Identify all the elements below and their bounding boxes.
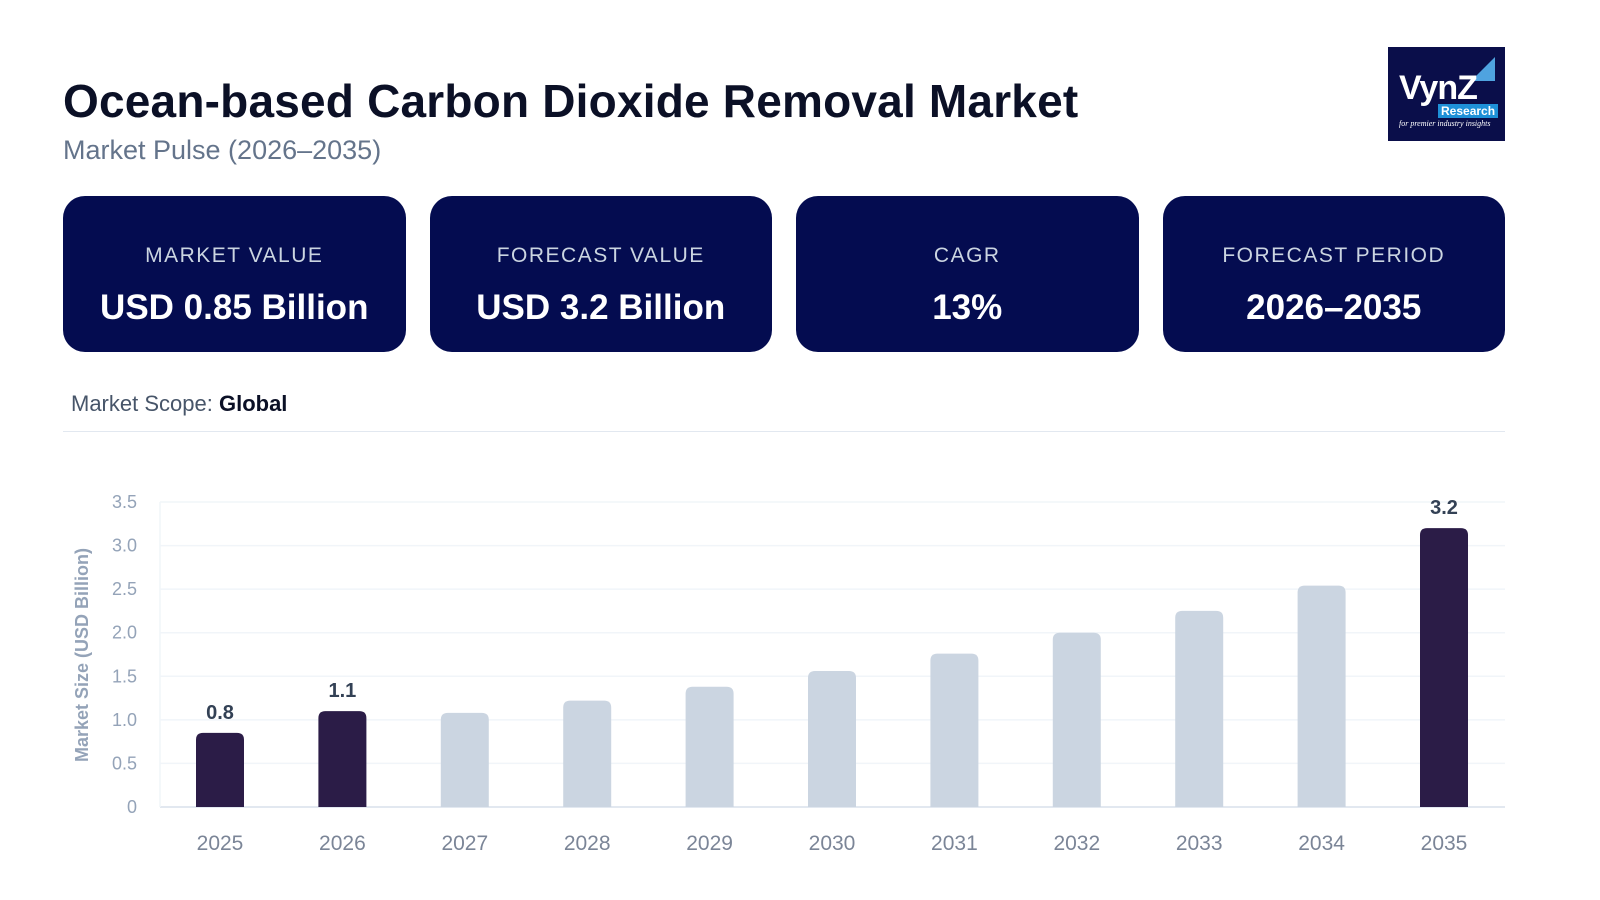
bar-2032 bbox=[1052, 632, 1101, 807]
logo-badge: Research bbox=[1438, 104, 1499, 118]
logo-mark-icon bbox=[1471, 57, 1495, 81]
bar-2029 bbox=[685, 686, 734, 807]
bar-2033 bbox=[1175, 610, 1224, 807]
bar-chart: 0 0.5 1.0 1.5 2.0 2.5 3.0 3.5 0.8 2025 1.1 2026 202… bbox=[72, 492, 1505, 855]
y-tick-label: 1.5 bbox=[112, 666, 137, 686]
y-tick-label: 3.0 bbox=[112, 536, 137, 556]
card-cagr: CAGR 13% bbox=[796, 196, 1139, 352]
market-scope-label: Market Scope: bbox=[71, 391, 213, 416]
card-value: USD 0.85 Billion bbox=[100, 288, 369, 327]
card-forecast-value: FORECAST VALUE USD 3.2 Billion bbox=[429, 196, 772, 352]
page-title: Ocean-based Carbon Dioxide Removal Marke… bbox=[63, 75, 1079, 127]
x-tick-label: 2034 bbox=[1298, 832, 1345, 855]
card-label: CAGR bbox=[933, 244, 1001, 267]
bar-2027 bbox=[440, 712, 489, 807]
x-tick-label: 2027 bbox=[441, 832, 488, 855]
card-value: 2026–2035 bbox=[1246, 288, 1422, 327]
y-tick-label: 2.5 bbox=[112, 579, 137, 599]
card-label: FORECAST VALUE bbox=[496, 244, 705, 267]
x-tick-label: 2035 bbox=[1421, 832, 1468, 855]
data-label: 1.1 bbox=[328, 680, 356, 702]
bar-2030 bbox=[808, 671, 856, 807]
page-subtitle: Market Pulse (2026–2035) bbox=[63, 135, 382, 165]
x-tick-label: 2031 bbox=[931, 832, 978, 855]
market-scope: Market Scope: Global bbox=[71, 391, 287, 417]
card-label: MARKET VALUE bbox=[145, 244, 324, 267]
x-tick-label: 2033 bbox=[1176, 832, 1223, 855]
bar-2034 bbox=[1297, 585, 1346, 807]
bar-2028 bbox=[563, 700, 612, 807]
bar-2031 bbox=[930, 653, 979, 807]
y-tick-label: 2.0 bbox=[112, 623, 137, 643]
data-label: 0.8 bbox=[206, 702, 234, 724]
bar-2026 bbox=[318, 711, 367, 807]
kpi-cards: MARKET VALUE USD 0.85 Billion FORECAST V… bbox=[63, 196, 1505, 352]
y-axis-label: Market Size (USD Billion) bbox=[72, 548, 92, 762]
x-tick-label: 2030 bbox=[809, 832, 856, 855]
x-tick-label: 2028 bbox=[564, 832, 611, 855]
logo-text: VynZ bbox=[1399, 69, 1478, 107]
card-forecast-period: FORECAST PERIOD 2026–2035 bbox=[1162, 196, 1505, 352]
bar-2035 bbox=[1420, 528, 1468, 807]
x-tick-label: 2032 bbox=[1053, 832, 1100, 855]
market-scope-value: Global bbox=[218, 391, 288, 416]
bar-2025 bbox=[196, 732, 244, 807]
x-tick-label: 2025 bbox=[197, 832, 244, 855]
x-tick-label: 2029 bbox=[686, 832, 733, 855]
data-label: 3.2 bbox=[1430, 497, 1458, 519]
y-tick-label: 0.5 bbox=[112, 753, 137, 773]
card-value: 13% bbox=[932, 288, 1003, 327]
y-tick-label: 1.0 bbox=[112, 710, 137, 730]
logo-tagline: for premier industry insights bbox=[1399, 119, 1491, 128]
card-market-value: MARKET VALUE USD 0.85 Billion bbox=[63, 196, 406, 352]
y-tick-label: 0 bbox=[127, 797, 137, 817]
card-value: USD 3.2 Billion bbox=[476, 288, 726, 327]
y-tick-label: 3.5 bbox=[112, 492, 137, 512]
divider bbox=[63, 431, 1505, 432]
x-tick-label: 2026 bbox=[319, 832, 366, 855]
card-label: FORECAST PERIOD bbox=[1222, 244, 1446, 267]
vynz-research-logo: VynZ Research for premier industry insig… bbox=[1388, 47, 1505, 141]
